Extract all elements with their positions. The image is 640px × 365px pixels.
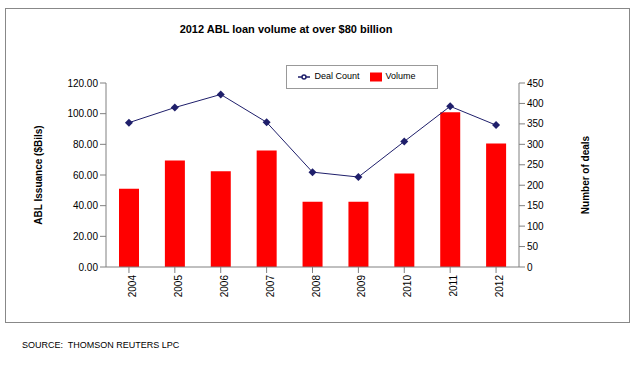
svg-text:2005: 2005 <box>173 275 184 298</box>
svg-text:120.00: 120.00 <box>67 78 98 89</box>
svg-text:400: 400 <box>527 98 544 109</box>
svg-text:80.00: 80.00 <box>73 139 98 150</box>
svg-text:200: 200 <box>527 180 544 191</box>
html-text:Volume: Volume <box>385 71 416 82</box>
svg-text:250: 250 <box>527 159 544 170</box>
svg-text:40.00: 40.00 <box>73 200 98 211</box>
html-text:Deal Count: Deal Count <box>314 71 360 82</box>
svg-text:2009: 2009 <box>356 275 367 298</box>
html-text:2012 ABL loan volume at over $: 2012 ABL loan volume at over $80 billion <box>179 23 393 35</box>
svg-text:2011: 2011 <box>448 275 459 297</box>
svg-text:2006: 2006 <box>219 275 230 298</box>
svg-text:2012: 2012 <box>494 275 505 298</box>
svg-text:ABL Issuance ($Bils): ABL Issuance ($Bils) <box>33 125 44 224</box>
svg-text:100: 100 <box>527 221 544 232</box>
svg-text:2007: 2007 <box>265 275 276 298</box>
svg-text:2008: 2008 <box>311 275 322 298</box>
svg-text:350: 350 <box>527 118 544 129</box>
svg-text:50: 50 <box>527 241 539 252</box>
svg-text:450: 450 <box>527 78 544 89</box>
svg-text:0.00: 0.00 <box>79 262 99 273</box>
svg-text:60.00: 60.00 <box>73 170 98 181</box>
svg-text:2010: 2010 <box>402 275 413 298</box>
svg-text:0: 0 <box>527 262 533 273</box>
svg-text:300: 300 <box>527 139 544 150</box>
svg-text:Number of deals: Number of deals <box>580 135 591 214</box>
html-text:SOURCE: THOMSON REUTERS LPC: SOURCE: THOMSON REUTERS LPC <box>22 340 180 350</box>
svg-text:100.00: 100.00 <box>67 108 98 119</box>
svg-text:150: 150 <box>527 200 544 211</box>
svg-text:20.00: 20.00 <box>73 231 98 242</box>
svg-text:2004: 2004 <box>127 275 138 298</box>
